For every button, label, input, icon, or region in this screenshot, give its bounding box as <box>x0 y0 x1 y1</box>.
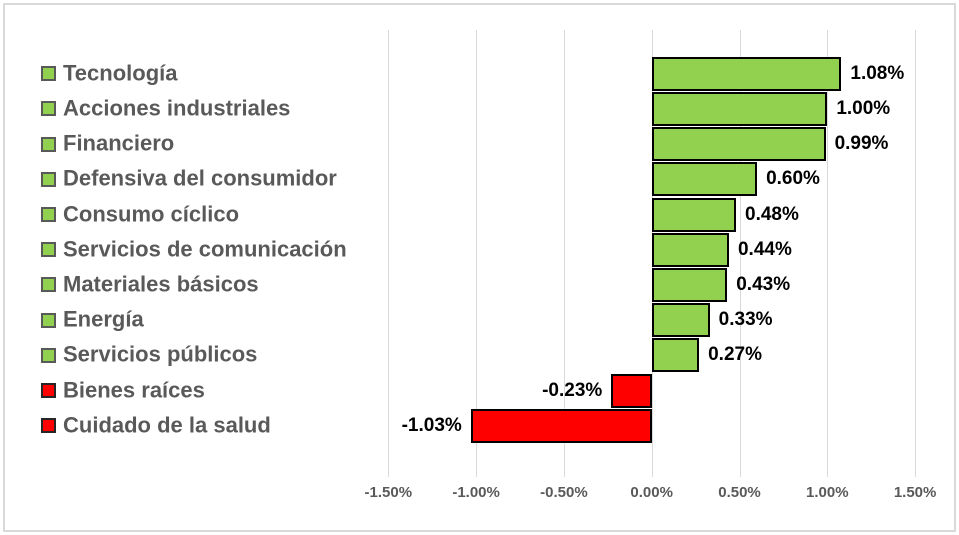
bar-value-label: 0.27% <box>708 344 762 366</box>
category-label: Servicios públicos <box>63 341 258 367</box>
bar <box>651 197 736 232</box>
bar <box>651 303 710 338</box>
x-tick-label: 0.00% <box>630 484 673 501</box>
bar <box>651 56 842 91</box>
legend-swatch-icon <box>41 171 56 187</box>
legend-swatch-icon <box>41 242 56 258</box>
legend-swatch-icon <box>41 312 56 328</box>
bar-value-label: 0.48% <box>745 203 799 225</box>
bar-value-label: -0.23% <box>542 379 603 401</box>
x-tick-label: -1.00% <box>452 484 500 501</box>
bar <box>651 91 828 126</box>
category-label: Consumo cíclico <box>63 200 240 226</box>
x-tick-label: 1.00% <box>806 484 849 501</box>
category-label: Cuidado de la salud <box>63 412 271 438</box>
bar <box>470 408 652 443</box>
legend-swatch-icon <box>41 66 56 82</box>
x-tick-label: 0.50% <box>718 484 761 501</box>
legend-swatch-icon <box>41 277 56 293</box>
bar-value-label: 0.99% <box>834 133 889 155</box>
chart-frame <box>3 3 956 532</box>
bar <box>651 267 728 302</box>
gridline <box>915 30 917 477</box>
bar-value-label: 0.60% <box>766 168 820 190</box>
category-label: Energía <box>63 306 144 332</box>
legend-swatch-icon <box>41 418 56 434</box>
bar <box>651 127 826 162</box>
bar <box>611 373 652 408</box>
category-label: Bienes raíces <box>63 376 205 402</box>
category-label: Defensiva del consumidor <box>63 165 337 191</box>
x-tick-label: 1.50% <box>893 484 937 501</box>
gridline <box>739 30 741 477</box>
category-label: Servicios de comunicación <box>63 236 347 262</box>
bar-value-label: 1.00% <box>836 97 891 119</box>
bar-value-label: 0.43% <box>736 273 791 295</box>
legend-swatch-icon <box>41 347 56 363</box>
gridline <box>563 30 565 477</box>
gridline <box>827 30 829 477</box>
bar-value-label: 0.33% <box>718 309 773 331</box>
gridline <box>476 30 478 477</box>
legend-swatch-icon <box>41 101 56 117</box>
category-label: Acciones industriales <box>63 95 291 121</box>
bar-value-label: 1.08% <box>850 62 905 84</box>
category-label: Materiales básicos <box>63 271 259 297</box>
category-label: Financiero <box>63 130 175 156</box>
legend-swatch-icon <box>41 383 56 398</box>
x-tick-label: -0.50% <box>540 484 588 501</box>
bar-value-label: -1.03% <box>401 414 462 436</box>
legend-swatch-icon <box>41 207 56 222</box>
bar <box>651 338 700 373</box>
x-tick-label: -1.50% <box>364 484 413 501</box>
gridline <box>388 30 390 477</box>
legend-swatch-icon <box>41 136 56 152</box>
bar <box>651 232 729 267</box>
category-label: Tecnología <box>63 60 178 86</box>
bar <box>651 162 758 197</box>
bar-value-label: 0.44% <box>737 238 792 260</box>
